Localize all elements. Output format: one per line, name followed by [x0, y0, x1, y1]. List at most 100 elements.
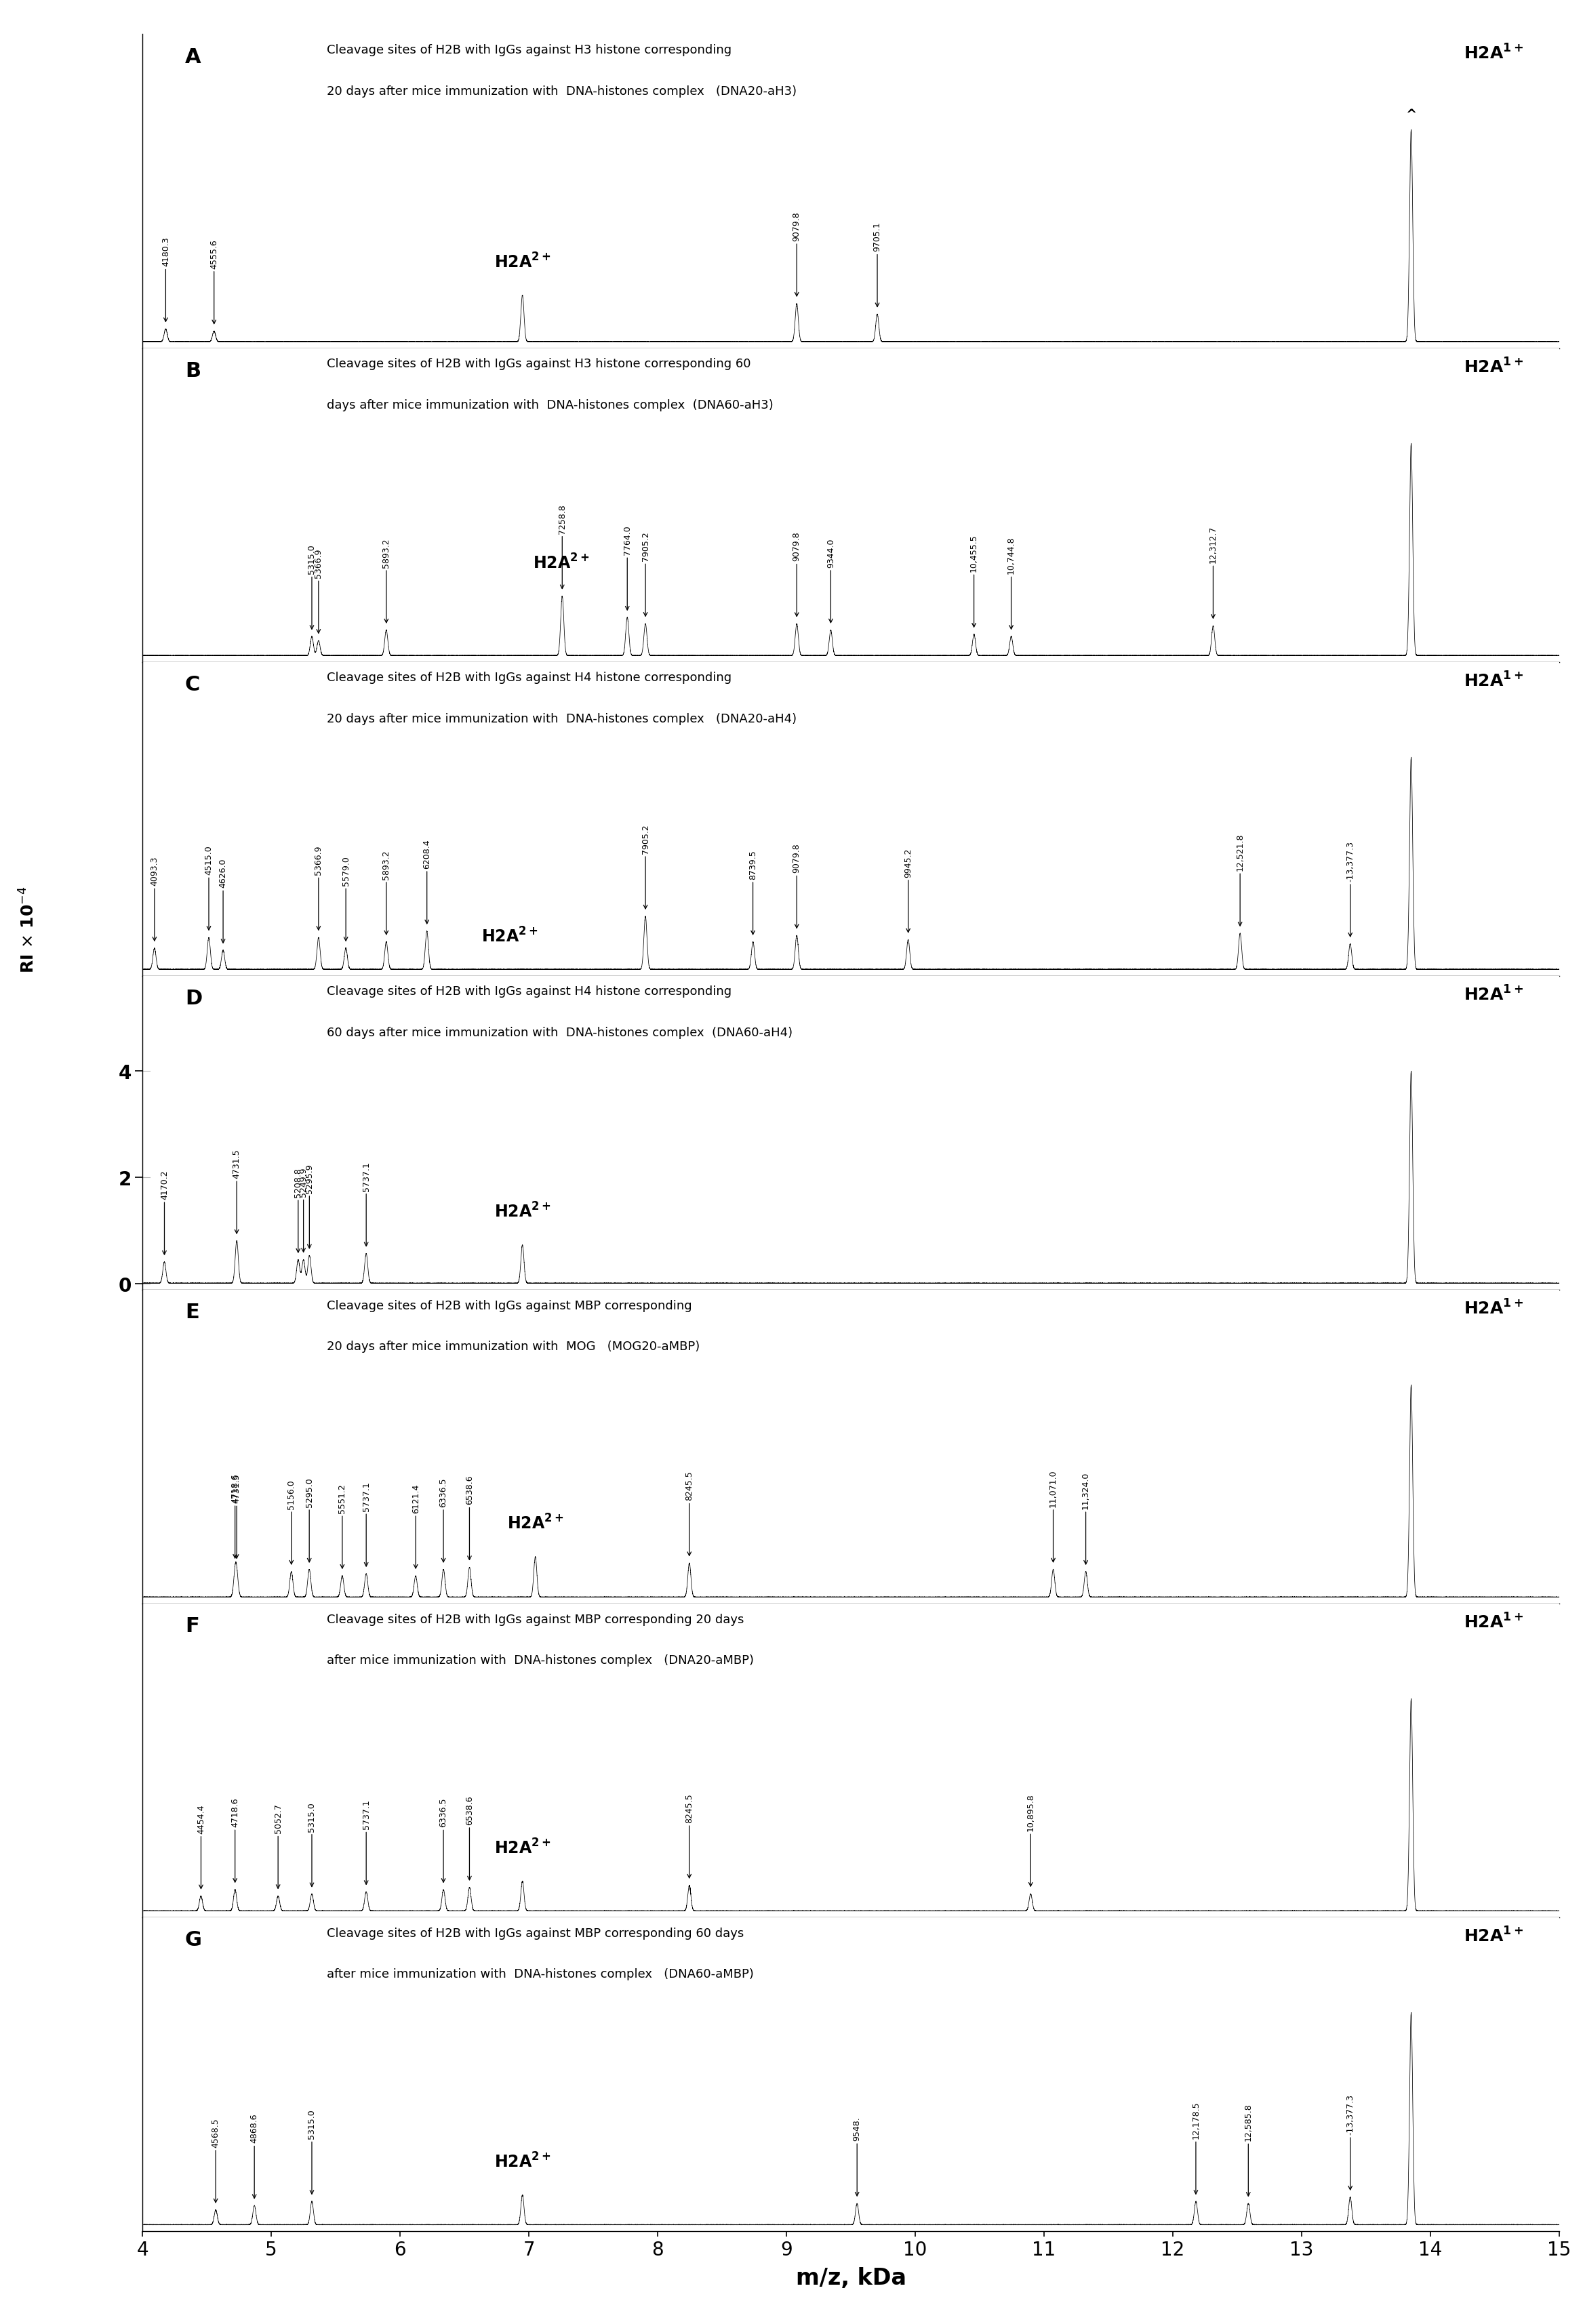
Text: 4731.5: 4731.5 [233, 1148, 241, 1178]
Text: 5737.1: 5737.1 [363, 1480, 370, 1511]
Text: 6538.6: 6538.6 [465, 1794, 473, 1824]
Text: 10,895.8: 10,895.8 [1026, 1794, 1035, 1831]
Text: 4568.5: 4568.5 [211, 2117, 220, 2147]
X-axis label: m/z, kDa: m/z, kDa [796, 2266, 905, 2289]
Text: 4626.0: 4626.0 [218, 858, 228, 888]
Text: Cleavage sites of H2B with IgGs against H3 histone corresponding 60: Cleavage sites of H2B with IgGs against … [326, 358, 750, 370]
Text: -13,377.3: -13,377.3 [1346, 841, 1355, 881]
Text: 5156.0: 5156.0 [287, 1478, 296, 1508]
Text: 60 days after mice immunization with  DNA-histones complex  (DNA60-aH4): 60 days after mice immunization with DNA… [326, 1027, 793, 1039]
Text: 6336.5: 6336.5 [438, 1796, 448, 1827]
Text: 5295.9: 5295.9 [306, 1164, 313, 1192]
Text: F: F [185, 1615, 199, 1636]
Text: 6538.6: 6538.6 [465, 1476, 473, 1504]
Text: 9079.8: 9079.8 [793, 532, 801, 560]
Text: 4515.0: 4515.0 [204, 846, 214, 874]
Text: 11,071.0: 11,071.0 [1050, 1469, 1057, 1506]
Text: $\mathbf{H2A^{2+}}$: $\mathbf{H2A^{2+}}$ [494, 1202, 551, 1220]
Text: Cleavage sites of H2B with IgGs against H4 histone corresponding: Cleavage sites of H2B with IgGs against … [326, 985, 731, 997]
Text: 7258.8: 7258.8 [557, 504, 567, 535]
Text: 7905.2: 7905.2 [641, 825, 651, 853]
Text: $\mathbf{H2A^{1+}}$: $\mathbf{H2A^{1+}}$ [1464, 44, 1524, 63]
Text: B: B [185, 360, 201, 381]
Text: 12,312.7: 12,312.7 [1209, 525, 1217, 562]
Text: C: C [185, 674, 199, 695]
Text: Cleavage sites of H2B with IgGs against H4 histone corresponding: Cleavage sites of H2B with IgGs against … [326, 672, 731, 683]
Text: 4868.6: 4868.6 [250, 2113, 258, 2143]
Text: 4718.6: 4718.6 [231, 1796, 239, 1827]
Text: $\mathbf{H2A^{1+}}$: $\mathbf{H2A^{1+}}$ [1464, 1613, 1524, 1631]
Text: 12,521.8: 12,521.8 [1236, 832, 1244, 872]
Text: RI $\times$ 10$^{-4}$: RI $\times$ 10$^{-4}$ [19, 885, 38, 974]
Text: 4180.3: 4180.3 [161, 237, 169, 267]
Text: 5737.1: 5737.1 [363, 1162, 370, 1190]
Text: 6336.5: 6336.5 [438, 1478, 448, 1506]
Text: Cleavage sites of H2B with IgGs against MBP corresponding: Cleavage sites of H2B with IgGs against … [326, 1299, 692, 1311]
Text: 8739.5: 8739.5 [749, 851, 757, 878]
Text: 6121.4: 6121.4 [412, 1483, 419, 1513]
Text: 9548.: 9548. [853, 2117, 861, 2140]
Text: $\mathbf{H2A^{2+}}$: $\mathbf{H2A^{2+}}$ [494, 2152, 551, 2171]
Text: 20 days after mice immunization with  DNA-histones complex   (DNA20-aH4): 20 days after mice immunization with DNA… [326, 713, 796, 725]
Text: $\mathbf{H2A^{2+}}$: $\mathbf{H2A^{2+}}$ [494, 253, 551, 272]
Text: 7764.0: 7764.0 [622, 525, 632, 555]
Text: G: G [185, 1929, 203, 1950]
Text: 4093.3: 4093.3 [150, 855, 158, 885]
Text: E: E [185, 1301, 199, 1322]
Text: $\mathbf{H2A^{1+}}$: $\mathbf{H2A^{1+}}$ [1464, 358, 1524, 376]
Text: $\mathbf{H2A^{2+}}$: $\mathbf{H2A^{2+}}$ [494, 1838, 551, 1857]
Text: Cleavage sites of H2B with IgGs against H3 histone corresponding: Cleavage sites of H2B with IgGs against … [326, 44, 731, 56]
Text: 5295.0: 5295.0 [306, 1478, 313, 1506]
Text: 9945.2: 9945.2 [904, 848, 913, 876]
Text: 5893.2: 5893.2 [382, 539, 391, 567]
Text: 12,178.5: 12,178.5 [1192, 2101, 1200, 2138]
Text: A: A [185, 46, 201, 67]
Text: ^: ^ [1406, 109, 1417, 121]
Text: 10,455.5: 10,455.5 [969, 535, 978, 572]
Text: 5249.9: 5249.9 [299, 1167, 307, 1197]
Text: 9705.1: 9705.1 [872, 223, 882, 251]
Text: 8245.5: 8245.5 [685, 1792, 693, 1822]
Text: 20 days after mice immunization with  DNA-histones complex   (DNA20-aH3): 20 days after mice immunization with DNA… [326, 86, 796, 98]
Text: 5366.9: 5366.9 [313, 548, 323, 579]
Text: 7905.2: 7905.2 [641, 532, 651, 560]
Text: 4731.5: 4731.5 [233, 1473, 241, 1504]
Text: $\mathbf{H2A^{2+}}$: $\mathbf{H2A^{2+}}$ [533, 553, 589, 572]
Text: 4718.6: 4718.6 [231, 1473, 239, 1504]
Text: 5052.7: 5052.7 [274, 1803, 282, 1834]
Text: 9344.0: 9344.0 [826, 539, 836, 567]
Text: days after mice immunization with  DNA-histones complex  (DNA60-aH3): days after mice immunization with DNA-hi… [326, 400, 773, 411]
Text: $\mathbf{H2A^{1+}}$: $\mathbf{H2A^{1+}}$ [1464, 672, 1524, 690]
Text: Cleavage sites of H2B with IgGs against MBP corresponding 20 days: Cleavage sites of H2B with IgGs against … [326, 1613, 744, 1624]
Text: 5551.2: 5551.2 [337, 1483, 347, 1513]
Text: 5315.0: 5315.0 [307, 2108, 317, 2138]
Text: 5737.1: 5737.1 [363, 1799, 370, 1829]
Text: after mice immunization with  DNA-histones complex   (DNA60-aMBP): after mice immunization with DNA-histone… [326, 1968, 754, 1980]
Text: $\mathbf{H2A^{1+}}$: $\mathbf{H2A^{1+}}$ [1464, 985, 1524, 1004]
Text: D: D [185, 988, 203, 1009]
Text: -13,377.3: -13,377.3 [1346, 2094, 1355, 2133]
Text: after mice immunization with  DNA-histones complex   (DNA20-aMBP): after mice immunization with DNA-histone… [326, 1655, 754, 1666]
Text: 5893.2: 5893.2 [382, 851, 391, 878]
Text: 10,744.8: 10,744.8 [1007, 537, 1016, 574]
Text: 12,585.8: 12,585.8 [1244, 2103, 1252, 2140]
Text: $\mathbf{H2A^{1+}}$: $\mathbf{H2A^{1+}}$ [1464, 1927, 1524, 1945]
Text: 11,324.0: 11,324.0 [1081, 1471, 1091, 1508]
Text: 9079.8: 9079.8 [793, 844, 801, 874]
Text: 9079.8: 9079.8 [793, 211, 801, 242]
Text: 4170.2: 4170.2 [160, 1169, 169, 1199]
Text: 8245.5: 8245.5 [685, 1471, 693, 1501]
Text: 4555.6: 4555.6 [209, 239, 218, 270]
Text: 5208.8: 5208.8 [294, 1167, 302, 1197]
Text: 4454.4: 4454.4 [196, 1803, 206, 1834]
Text: 20 days after mice immunization with  MOG   (MOG20-aMBP): 20 days after mice immunization with MOG… [326, 1341, 700, 1353]
Text: $\mathbf{H2A^{2+}}$: $\mathbf{H2A^{2+}}$ [507, 1513, 564, 1532]
Text: 5315.0: 5315.0 [307, 544, 317, 574]
Text: 5366.9: 5366.9 [313, 846, 323, 874]
Text: Cleavage sites of H2B with IgGs against MBP corresponding 60 days: Cleavage sites of H2B with IgGs against … [326, 1927, 744, 1938]
Text: 5579.0: 5579.0 [342, 855, 350, 885]
Text: 6208.4: 6208.4 [423, 839, 431, 869]
Text: $\mathbf{H2A^{2+}}$: $\mathbf{H2A^{2+}}$ [481, 927, 538, 946]
Text: 5315.0: 5315.0 [307, 1801, 317, 1831]
Text: $\mathbf{H2A^{1+}}$: $\mathbf{H2A^{1+}}$ [1464, 1299, 1524, 1318]
